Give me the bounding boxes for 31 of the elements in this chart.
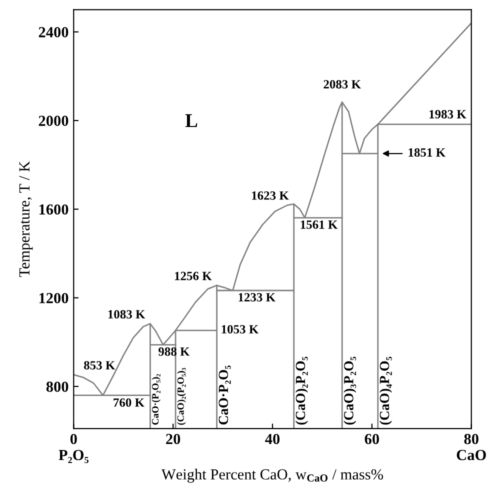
y-axis-title: Temperature, T / K bbox=[19, 161, 33, 278]
annotation: (CaO)₂P₂O₅ bbox=[295, 356, 308, 425]
annotation: 1053 K bbox=[222, 325, 259, 334]
annotation: 1083 K bbox=[108, 310, 146, 319]
annotation: 1256 K bbox=[175, 272, 212, 280]
annotation: 2083 K bbox=[324, 80, 361, 89]
annotation: 1623 K bbox=[252, 191, 289, 200]
x-axis-title: Weight Percent CaO, w$_{CaO}$ / mass% bbox=[161, 468, 384, 483]
annotation: 1851 K bbox=[408, 148, 446, 157]
x-tick-label: 60 bbox=[364, 434, 379, 444]
annotation: CaO·(P₂O₅)₂ bbox=[152, 374, 161, 425]
x-tick-label: 40 bbox=[265, 434, 280, 444]
annotation: L bbox=[185, 114, 198, 128]
annotation: 988 K bbox=[158, 347, 190, 356]
annotation: 1983 K bbox=[430, 110, 466, 118]
x-tick-label: 80 CaO bbox=[456, 434, 486, 460]
annotation: 1561 K bbox=[300, 220, 338, 229]
y-tick-label: 2000 bbox=[38, 116, 68, 126]
y-tick-label: 1200 bbox=[39, 292, 68, 304]
annotation: 760 K bbox=[114, 398, 144, 407]
y-tick-label: 800 bbox=[46, 382, 68, 392]
annotation: 853 K bbox=[84, 361, 116, 370]
annotation: CaO·P₂O₅ bbox=[218, 366, 231, 425]
x-tick-label: 20 bbox=[166, 434, 180, 444]
annotation: (CaO)₃P₂O₅ bbox=[344, 356, 356, 425]
y-tick-label: 2400 bbox=[38, 27, 68, 38]
y-tick-label: 1600 bbox=[39, 204, 68, 215]
annotation: (CaO)₂(P₂O₅)₃ bbox=[177, 368, 186, 425]
annotation: (CaO)₄P₂O₅ bbox=[379, 356, 392, 425]
x-tick-label: 0 P₂O₅ bbox=[58, 434, 88, 464]
annotation: 1233 K bbox=[238, 293, 276, 302]
